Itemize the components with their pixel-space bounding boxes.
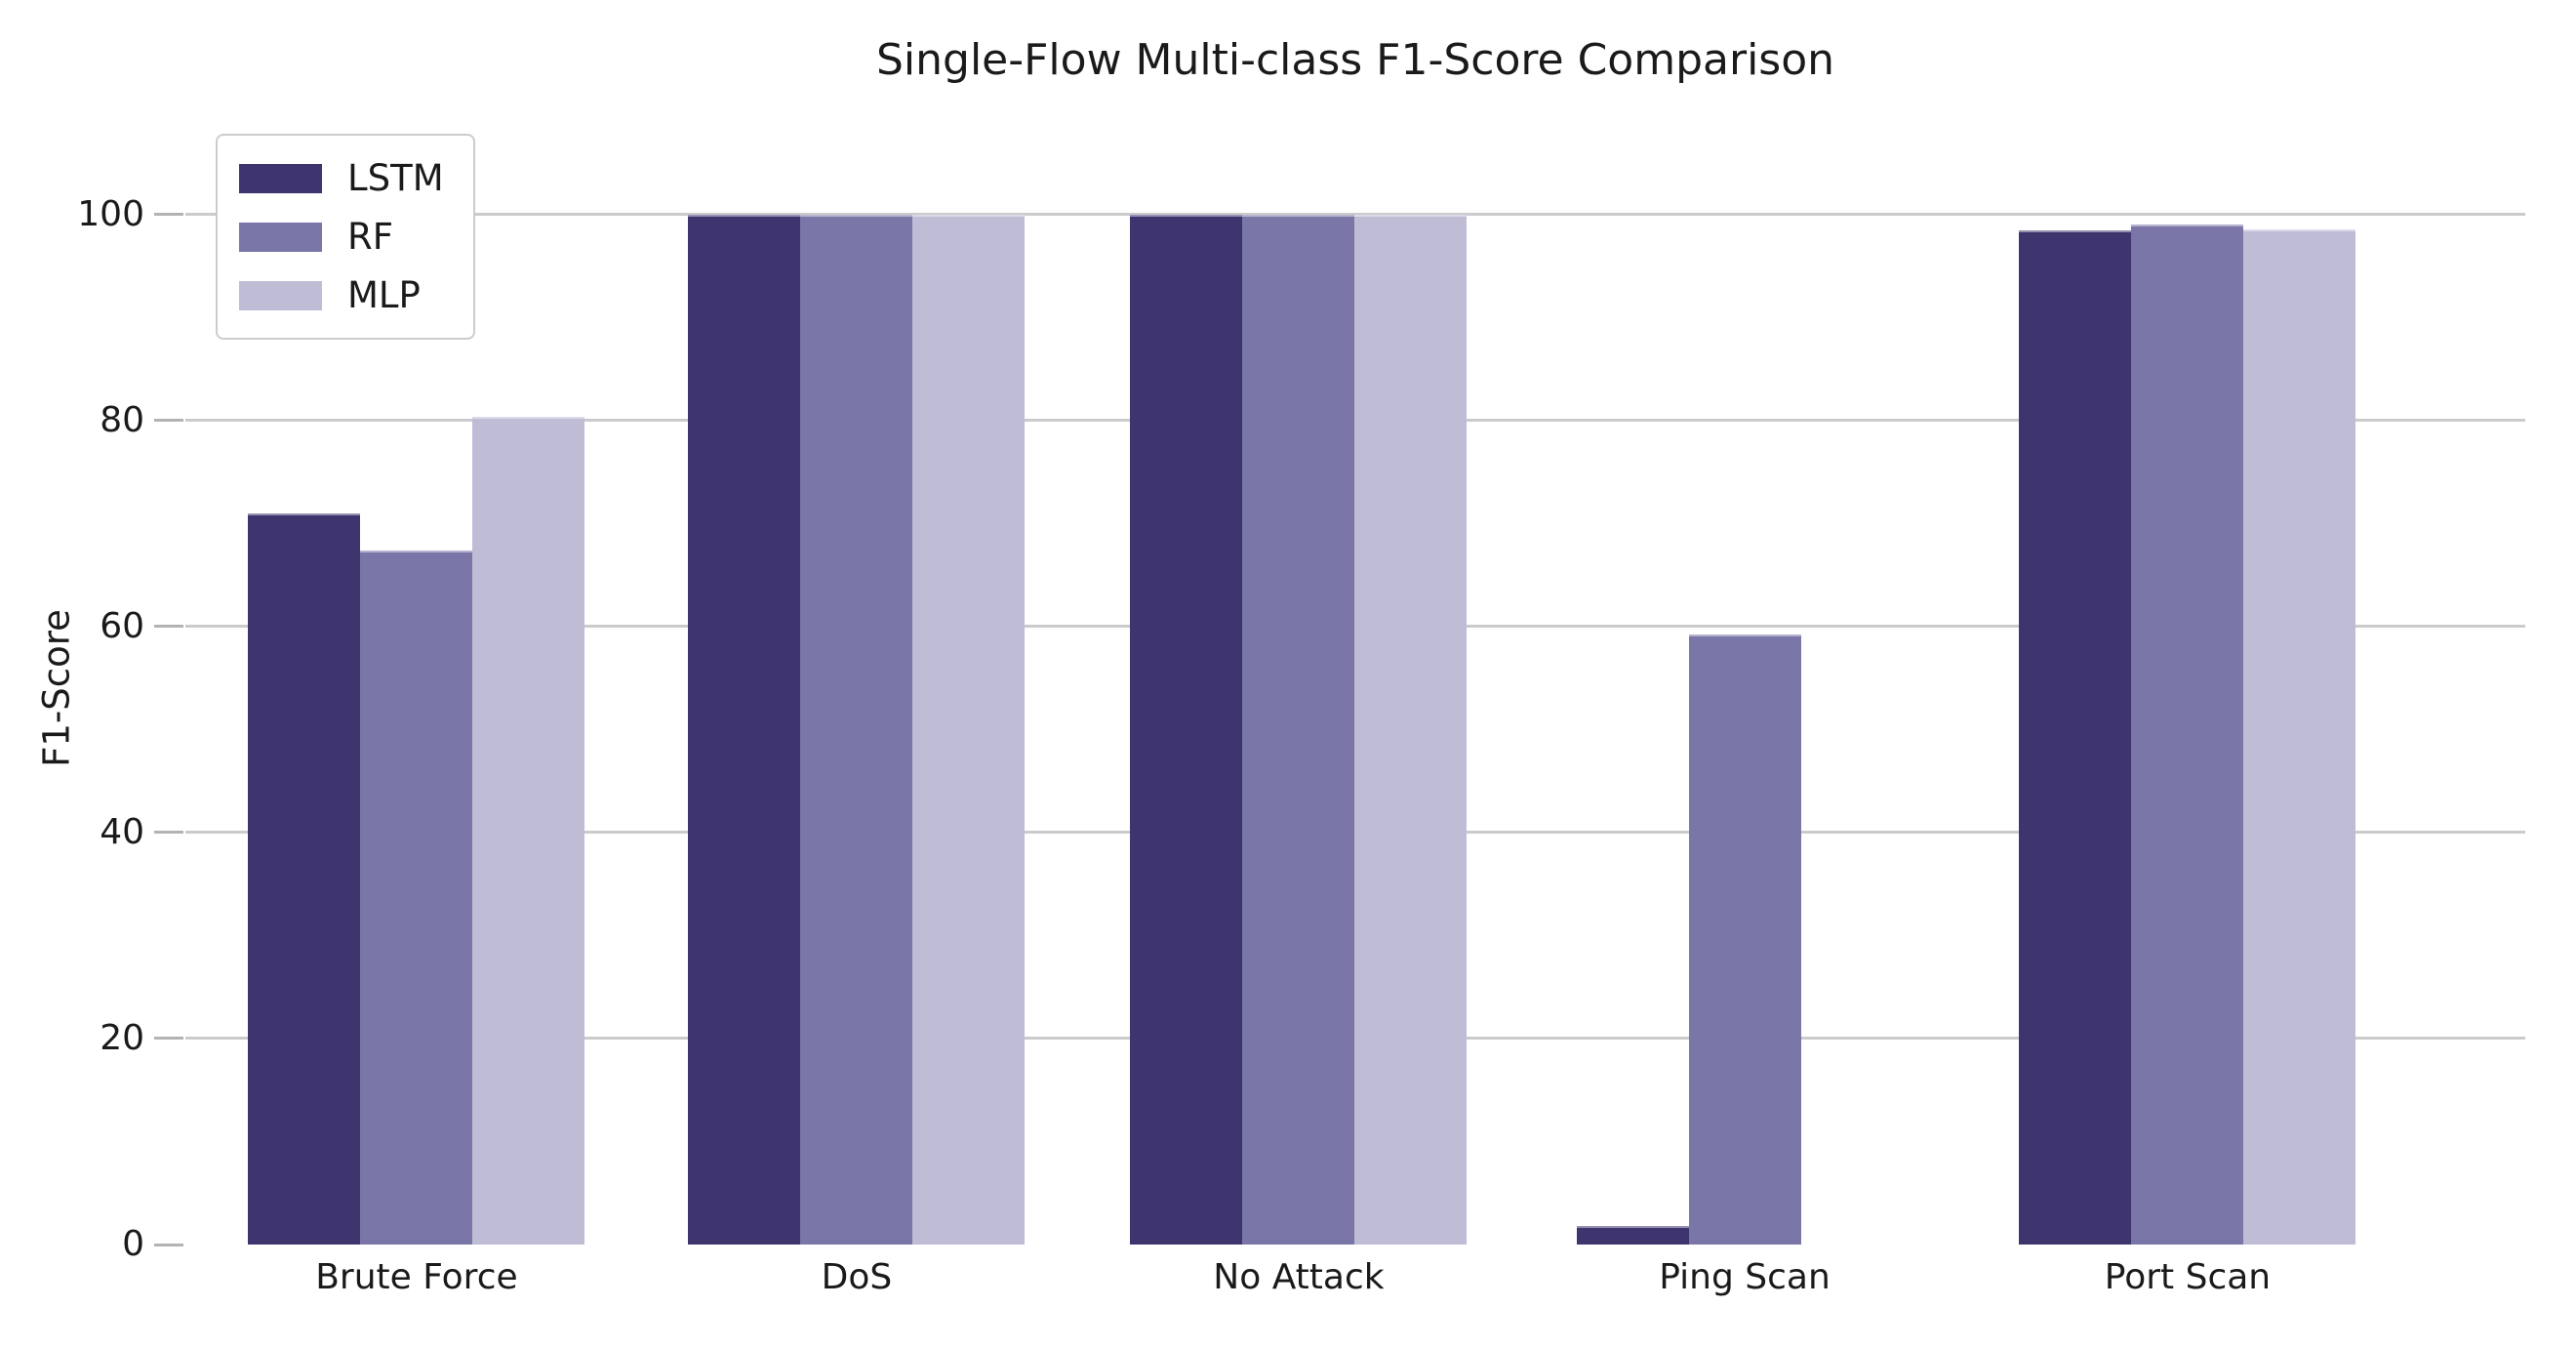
bar-rf-ping-scan [1688, 634, 1801, 1245]
bar-rf-no-attack [1242, 214, 1355, 1245]
y-tick-mark-20 [154, 1037, 183, 1041]
y-tick-mark-40 [154, 831, 183, 835]
y-tick-mark-100 [154, 213, 183, 217]
bar-lstm-ping-scan [1576, 1226, 1689, 1245]
bar-lstm-port-scan [2019, 229, 2132, 1245]
x-tick-label-no-attack: No Attack [1213, 1257, 1385, 1297]
bar-lstm-dos [688, 214, 801, 1245]
bar-mlp-port-scan [2243, 228, 2356, 1245]
legend-label-rf: RF [347, 216, 393, 258]
x-tick-label-dos: DoS [821, 1257, 893, 1297]
y-tick-label-0: 0 [122, 1224, 144, 1264]
legend-row-mlp: MLP [239, 274, 444, 316]
bar-rf-port-scan [2131, 225, 2244, 1245]
bar-lstm-no-attack [1130, 214, 1243, 1245]
y-tick-label-60: 60 [100, 605, 144, 646]
bar-mlp-brute-force [472, 416, 585, 1245]
y-tick-label-80: 80 [100, 399, 144, 440]
chart-title: Single-Flow Multi-class F1-Score Compari… [875, 35, 1835, 85]
x-tick-label-ping-scan: Ping Scan [1659, 1257, 1831, 1297]
y-tick-label-40: 40 [100, 811, 144, 852]
y-tick-label-100: 100 [77, 193, 144, 234]
bar-rf-brute-force [360, 550, 473, 1245]
legend-swatch-rf [239, 222, 322, 252]
bar-mlp-no-attack [1354, 214, 1468, 1245]
x-tick-label-port-scan: Port Scan [2104, 1257, 2272, 1297]
x-tick-label-brute-force: Brute Force [315, 1257, 518, 1297]
legend-swatch-mlp [239, 280, 322, 310]
bar-mlp-dos [912, 214, 1026, 1245]
plot-area [185, 163, 2525, 1245]
y-tick-mark-80 [154, 419, 183, 423]
y-tick-label-20: 20 [100, 1017, 144, 1058]
legend-label-lstm: LSTM [347, 157, 444, 199]
legend-label-mlp: MLP [347, 274, 421, 316]
legend-swatch-lstm [239, 163, 322, 193]
legend-row-rf: RF [239, 216, 444, 258]
bar-lstm-brute-force [248, 512, 361, 1245]
legend: LSTM RF MLP [216, 134, 475, 340]
y-tick-mark-60 [154, 625, 183, 629]
legend-row-lstm: LSTM [239, 157, 444, 199]
y-tick-mark-0 [154, 1243, 183, 1246]
bar-rf-dos [800, 214, 913, 1245]
